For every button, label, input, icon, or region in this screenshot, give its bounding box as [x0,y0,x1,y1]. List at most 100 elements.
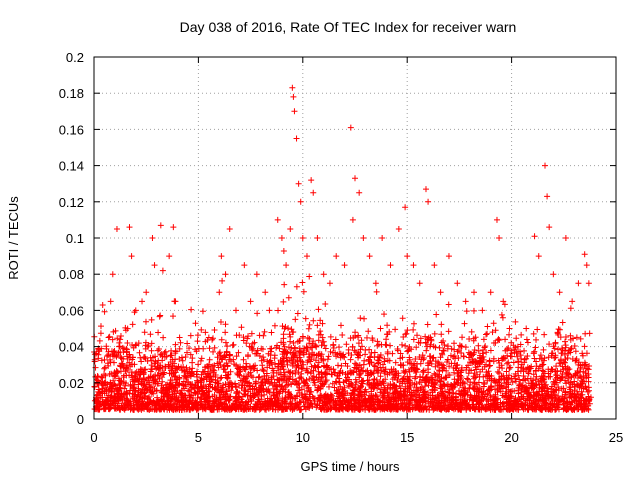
background-point [482,343,489,350]
background-point [330,344,337,351]
background-point [462,344,469,351]
data-point [326,280,333,287]
background-point [529,383,536,390]
background-point [270,385,277,392]
background-point [351,400,358,407]
background-point [129,354,136,361]
background-point [241,382,248,389]
background-point [244,373,251,380]
background-point [331,384,338,391]
background-point [347,367,354,374]
background-point [367,371,374,378]
background-point [350,334,357,341]
background-point [138,358,145,365]
background-point [518,361,525,368]
background-point [149,354,156,361]
background-point [372,392,379,399]
background-point [301,379,308,386]
background-point [143,385,150,392]
background-point [178,390,185,397]
background-point [404,327,411,334]
background-point [97,330,104,337]
background-point [107,386,114,393]
background-point [202,329,209,336]
background-point [425,382,432,389]
data-point [116,343,123,350]
background-point [358,367,365,374]
background-point [480,353,487,360]
background-point [180,398,187,405]
background-point [260,332,267,339]
data-point [143,289,150,296]
y-tick-label: 0.2 [66,50,84,65]
background-point [327,333,334,340]
background-point [339,352,346,359]
background-point [579,352,586,359]
data-point [111,352,118,359]
background-point [379,379,386,386]
background-point [228,405,235,412]
background-point [482,406,489,413]
background-point [485,397,492,404]
data-point [159,267,166,274]
background-point [444,356,451,363]
background-point [233,395,240,402]
background-point [245,351,252,358]
background-point [129,378,136,385]
background-point [548,366,555,373]
background-point [547,401,554,408]
background-point [373,288,380,295]
background-point [348,402,355,409]
background-point [437,406,444,413]
background-point [510,359,517,366]
background-point [272,361,279,368]
background-point [571,391,578,398]
data-point [496,235,503,241]
background-point [182,373,189,380]
background-point [431,380,438,387]
background-point [239,393,246,400]
background-point [286,331,293,338]
data-point [289,84,296,91]
background-point [131,396,138,403]
background-point [405,376,412,383]
background-point [432,358,439,365]
background-point [480,346,487,353]
background-point [467,404,474,411]
data-point [132,307,139,314]
background-point [276,376,283,383]
background-point [446,386,453,393]
background-point [227,368,234,375]
background-point [252,378,259,385]
background-point [221,366,228,373]
background-point [303,367,310,374]
background-point [221,406,228,413]
background-point [566,366,573,373]
background-point [147,331,154,338]
background-point [312,382,319,389]
background-point [417,335,424,342]
background-point [211,367,218,374]
data-point [320,271,327,278]
background-point [248,330,255,337]
background-point [183,374,190,381]
background-point [464,375,471,382]
background-point [325,405,332,412]
background-point [362,402,369,409]
background-point [432,344,439,351]
background-point [307,368,314,375]
background-point [123,364,130,371]
background-point [443,374,450,381]
background-point [254,310,261,317]
background-point [557,375,564,382]
background-point [421,355,428,362]
data-point [556,289,563,296]
background-point [195,404,202,411]
background-point [250,363,257,370]
background-point [266,399,273,406]
background-point [306,376,313,383]
background-point [358,343,365,350]
background-point [514,397,521,404]
background-point [101,365,108,372]
background-point [519,383,526,390]
